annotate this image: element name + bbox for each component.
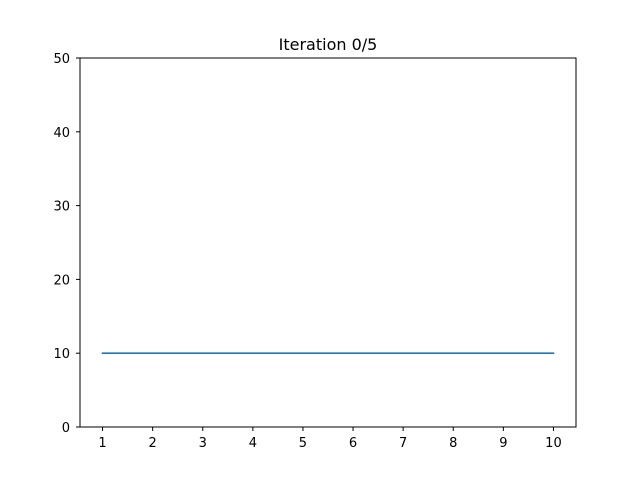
x-tick-label: 3: [199, 436, 207, 451]
x-tick-label: 10: [545, 436, 562, 451]
y-tick-label: 50: [53, 52, 70, 67]
y-axis: 0 10 20 30 40 50: [53, 52, 80, 436]
x-tick-label: 9: [499, 436, 507, 451]
y-tick-label: 10: [53, 347, 70, 362]
x-tick-label: 7: [399, 436, 407, 451]
x-tick-label: 4: [249, 436, 257, 451]
x-tick-label: 8: [449, 436, 457, 451]
y-tick-label: 20: [53, 273, 70, 288]
y-tick-label: 40: [53, 126, 70, 141]
chart-title: Iteration 0/5: [279, 35, 378, 54]
y-tick-label: 0: [62, 421, 70, 436]
x-tick-label: 6: [349, 436, 357, 451]
plot-area-frame: [79, 57, 577, 428]
x-tick-label: 2: [149, 436, 157, 451]
y-tick-label: 30: [53, 200, 70, 215]
x-axis: 1 2 3 4 5 6 7 8 9 10: [98, 427, 562, 451]
x-tick-label: 1: [98, 436, 106, 451]
x-tick-label: 5: [299, 436, 307, 451]
